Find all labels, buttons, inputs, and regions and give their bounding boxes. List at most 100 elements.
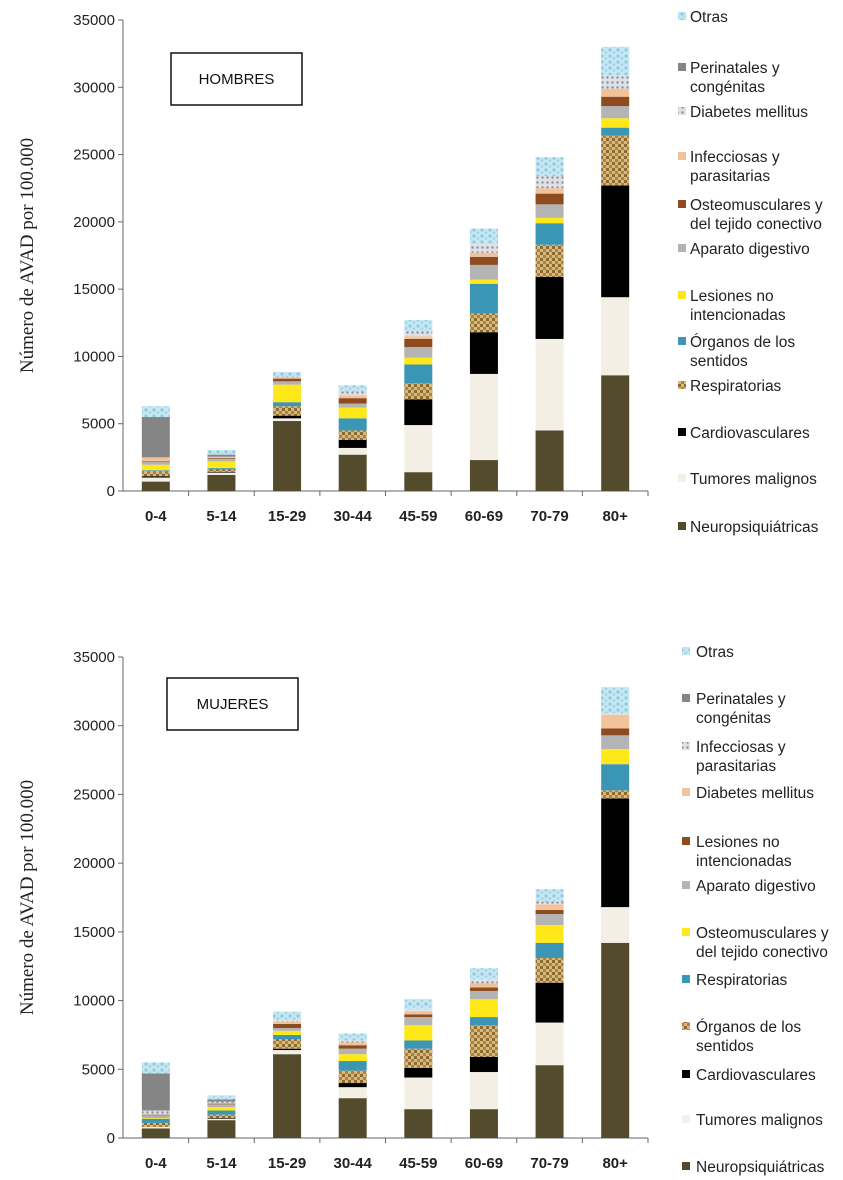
y-tick-label: 0 [107,483,115,500]
bar-segment-30-44-s4 [338,1061,367,1071]
bar-segment-80+-s11 [601,687,630,714]
legend-swatch [678,200,686,208]
legend-label: intencionadas [690,307,786,324]
bar-segment-0-4-s5 [141,1118,170,1119]
bar-segment-15-29-s4 [273,402,302,407]
bar-segment-80+-s3 [601,790,630,799]
bar-segment-60-69-s0 [469,460,498,491]
legend-label: Diabetes mellitus [690,104,808,121]
bar-segment-80+-s2 [601,185,630,298]
legend-swatch [682,1162,690,1170]
bar-segment-30-44-s5 [338,1054,367,1062]
bar-segment-5-14-s5 [207,461,236,469]
legend-swatch [678,244,686,252]
bar-segment-70-79-s6 [535,913,564,925]
legend-label: Lesiones no [690,288,774,305]
y-tick-label: 5000 [82,1061,115,1078]
bar-segment-30-44-s0 [338,454,367,491]
bar-segment-45-59-s5 [404,357,433,365]
y-tick-label: 35000 [73,649,115,666]
x-tick-label: 30-44 [334,508,373,525]
legend-label: Tumores malignos [696,1112,823,1129]
bar-segment-0-4-s4 [141,470,170,471]
bar-segment-80+-s3 [601,135,630,186]
y-tick-label: 20000 [73,214,115,231]
legend-swatch [678,291,686,299]
legend-swatch [682,694,690,702]
legend-swatch [682,742,690,750]
x-tick-label: 45-59 [399,508,437,525]
bar-segment-70-79-s4 [535,942,564,958]
bar-segment-80+-s0 [601,942,630,1138]
legend-label: Infecciosas y [690,149,780,166]
bar-segment-0-4-s11 [141,406,170,417]
bar-segment-0-4-s0 [141,481,170,491]
bar-segment-5-14-s11 [207,1095,236,1100]
x-tick-label: 45-59 [399,1155,437,1172]
bar-segment-60-69-s0 [469,1109,498,1138]
bar-segment-80+-s2 [601,798,630,908]
bar-segment-5-14-s10 [207,454,236,457]
bar-segment-15-29-s0 [273,1054,302,1138]
legend-label: Órganos de los [696,1019,801,1036]
bar-segment-30-44-s3 [338,1070,367,1084]
legend-label: Cardiovasculares [690,425,810,442]
bar-segment-70-79-s2 [535,277,564,339]
bar-segment-45-59-s5 [404,1025,433,1041]
legend-label: Aparato digestivo [690,241,810,258]
bar-segment-70-79-s5 [535,924,564,943]
bar-segment-5-14-s0 [207,474,236,491]
legend-label: Perinatales y [690,60,780,77]
bar-segment-70-79-s4 [535,223,564,245]
legend-label: Infecciosas y [696,739,786,756]
bar-segment-15-29-s1 [273,1050,302,1055]
title-box [170,52,303,106]
bar-segment-30-44-s7 [338,1045,367,1049]
bar-segment-15-29-s11 [273,371,302,377]
bar-segment-30-44-s9 [338,391,367,396]
bar-segment-80+-s6 [601,735,630,750]
bar-segment-60-69-s11 [469,968,498,980]
x-tick-label: 30-44 [334,1155,373,1172]
legend-swatch [682,1022,690,1030]
bar-segment-45-59-s0 [404,1109,433,1138]
bar-segment-45-59-s6 [404,1017,433,1026]
x-tick-label: 70-79 [530,508,568,525]
legend-swatch [682,928,690,936]
bar-segment-60-69-s2 [469,1056,498,1073]
bar-segment-0-4-s7 [141,1114,170,1116]
y-tick-label: 15000 [73,924,115,941]
bar-segment-0-4-s1 [141,477,170,482]
bar-segment-15-29-s5 [273,384,302,403]
x-tick-label: 80+ [602,1155,628,1172]
bar-segment-45-59-s7 [404,1014,433,1018]
bar-segment-15-29-s7 [273,1023,302,1029]
y-tick-label: 10000 [73,348,115,365]
bar-segment-30-44-s2 [338,1083,367,1088]
bar-segment-60-69-s11 [469,228,498,244]
bar-segment-45-59-s6 [404,347,433,358]
legend-label: Tumores malignos [690,471,817,488]
x-tick-label: 80+ [602,508,628,525]
bar-segment-15-29-s2 [273,415,302,419]
x-tick-label: 15-29 [268,508,306,525]
bar-segment-70-79-s3 [535,244,564,278]
y-tick-label: 35000 [73,12,115,29]
bar-segment-15-29-s3 [273,1039,302,1049]
bar-segment-60-69-s7 [469,256,498,265]
bar-segment-80+-s8 [601,714,630,729]
bar-segment-80+-s5 [601,118,630,128]
bar-segment-60-69-s2 [469,332,498,374]
bar-segment-60-69-s3 [469,313,498,333]
y-tick-label: 5000 [82,416,115,433]
bar-segment-45-59-s2 [404,1067,433,1078]
bar-segment-5-14-s7 [207,1103,236,1105]
bar-segment-45-59-s0 [404,472,433,491]
bar-segment-5-14-s1 [207,472,236,475]
bar-segment-60-69-s6 [469,264,498,280]
bar-segment-5-14-s7 [207,458,236,459]
bar-segment-15-29-s8 [273,1021,302,1024]
bar-segment-0-4-s10 [141,416,170,458]
legend-label: sentidos [690,353,748,370]
bar-segment-30-44-s8 [338,1042,367,1046]
